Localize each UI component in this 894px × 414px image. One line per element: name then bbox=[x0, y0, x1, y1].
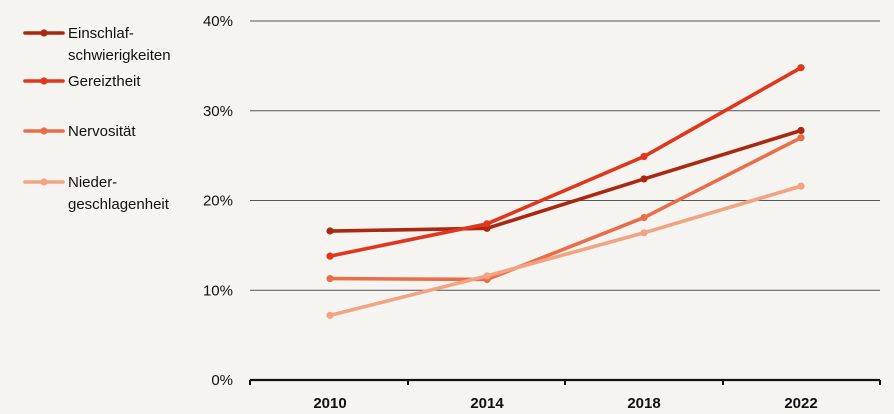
y-tick-label: 40% bbox=[203, 13, 233, 30]
legend-label: schwierigkeiten bbox=[68, 47, 171, 64]
point-einschlafschwierigkeiten-2018 bbox=[640, 175, 648, 183]
point-einschlafschwierigkeiten-2022 bbox=[797, 126, 805, 135]
legend-item-nervosit-t: Nervosität bbox=[23, 123, 136, 140]
x-axis bbox=[249, 378, 881, 385]
point-nervosit-t-2018 bbox=[640, 213, 648, 222]
legend: Einschlaf-schwierigkeiten Gereiztheit Nerv… bbox=[23, 25, 171, 213]
legend-swatch-marker bbox=[40, 29, 48, 37]
y-tick-label: 0% bbox=[211, 372, 233, 389]
point-gereiztheit-2022 bbox=[797, 64, 805, 72]
legend-swatch-marker bbox=[40, 178, 48, 186]
legend-item-einschlafschwierigkeiten: Einschlaf-schwierigkeiten bbox=[23, 25, 171, 64]
point-gereiztheit-2018 bbox=[640, 152, 648, 161]
point-nervosit-t-2010 bbox=[326, 274, 334, 283]
y-tick-label: 30% bbox=[203, 103, 233, 120]
y-axis-tick-labels: 0% 10% 20% 30% 40% bbox=[203, 13, 233, 389]
legend-label: Nervosität bbox=[68, 123, 136, 140]
series-line-nervosit-t bbox=[328, 135, 803, 282]
series-lines bbox=[326, 64, 805, 319]
x-tick-label-2018: 2018 bbox=[627, 395, 660, 412]
legend-label: Nieder- bbox=[68, 174, 117, 191]
point-einschlafschwierigkeiten-2010 bbox=[326, 227, 334, 235]
point-niedergeschlagenheit-2022 bbox=[797, 182, 805, 190]
legend-item-gereiztheit: Gereiztheit bbox=[23, 73, 141, 90]
point-gereiztheit-2010 bbox=[326, 252, 334, 260]
x-tick-label-2010: 2010 bbox=[313, 395, 346, 412]
x-tick-label-2014: 2014 bbox=[470, 395, 504, 412]
point-gereiztheit-2014 bbox=[483, 220, 491, 228]
y-tick-label: 20% bbox=[203, 193, 233, 210]
y-tick-label: 10% bbox=[203, 282, 233, 299]
gridlines bbox=[250, 20, 880, 291]
x-axis-tick-labels: 2010 2014 2018 2022 bbox=[313, 395, 817, 412]
series-line-gereiztheit bbox=[328, 65, 803, 258]
point-niedergeschlagenheit-2014 bbox=[483, 272, 491, 280]
legend-swatch-marker bbox=[40, 127, 48, 135]
legend-item-niedergeschlagenheit: Nieder-geschlagenheit bbox=[23, 174, 170, 213]
legend-label: Einschlaf- bbox=[68, 25, 134, 42]
point-niedergeschlagenheit-2018 bbox=[640, 229, 648, 237]
point-niedergeschlagenheit-2010 bbox=[326, 311, 334, 319]
legend-label: geschlagenheit bbox=[68, 196, 170, 213]
series-line-einschlafschwierigkeiten bbox=[328, 128, 803, 233]
series-line-niedergeschlagenheit bbox=[328, 184, 803, 318]
legend-label: Gereiztheit bbox=[68, 73, 141, 90]
point-nervosit-t-2022 bbox=[797, 134, 805, 142]
x-tick-label-2022: 2022 bbox=[784, 395, 817, 412]
legend-swatch-marker bbox=[40, 77, 48, 85]
